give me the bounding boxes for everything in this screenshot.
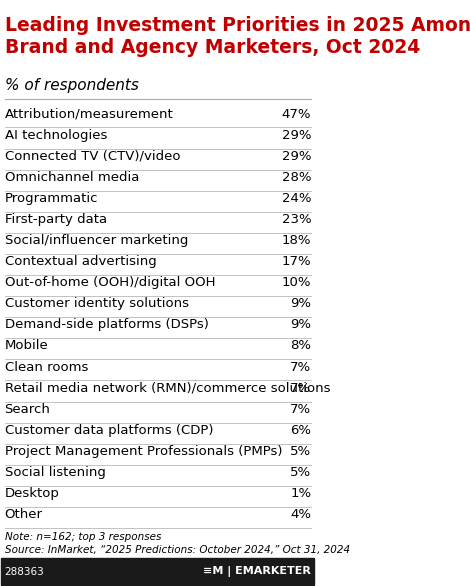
Text: 8%: 8% (290, 339, 311, 352)
Text: 7%: 7% (290, 360, 311, 373)
Text: 24%: 24% (282, 192, 311, 205)
Text: Connected TV (CTV)/video: Connected TV (CTV)/video (5, 149, 180, 163)
Text: 10%: 10% (282, 276, 311, 289)
Text: 7%: 7% (290, 381, 311, 394)
Text: Desktop: Desktop (5, 487, 59, 500)
Text: Project Management Professionals (PMPs): Project Management Professionals (PMPs) (5, 445, 282, 458)
Text: Contextual advertising: Contextual advertising (5, 255, 156, 268)
Text: 7%: 7% (290, 403, 311, 415)
Text: First-party data: First-party data (5, 213, 107, 226)
Text: % of respondents: % of respondents (5, 79, 138, 93)
Text: Retail media network (RMN)/commerce solutions: Retail media network (RMN)/commerce solu… (5, 381, 330, 394)
Text: Mobile: Mobile (5, 339, 48, 352)
Text: Social/influencer marketing: Social/influencer marketing (5, 234, 188, 247)
Text: 23%: 23% (282, 213, 311, 226)
Text: Demand-side platforms (DSPs): Demand-side platforms (DSPs) (5, 318, 208, 331)
Text: Clean rooms: Clean rooms (5, 360, 88, 373)
Text: 29%: 29% (282, 149, 311, 163)
Text: Other: Other (5, 508, 42, 521)
Text: Attribution/measurement: Attribution/measurement (5, 108, 173, 121)
Text: 6%: 6% (290, 424, 311, 437)
Text: 4%: 4% (290, 508, 311, 521)
Text: Social listening: Social listening (5, 466, 105, 479)
Text: 1%: 1% (290, 487, 311, 500)
Text: 5%: 5% (290, 445, 311, 458)
Text: 18%: 18% (282, 234, 311, 247)
Bar (1, 558, 314, 585)
Text: 288363: 288363 (5, 567, 44, 577)
Text: 9%: 9% (290, 297, 311, 310)
Text: Programmatic: Programmatic (5, 192, 98, 205)
Text: 29%: 29% (282, 128, 311, 142)
Text: AI technologies: AI technologies (5, 128, 107, 142)
Text: ≡M | EMARKETER: ≡M | EMARKETER (204, 566, 311, 577)
Text: 5%: 5% (290, 466, 311, 479)
Text: Note: n=162; top 3 responses
Source: InMarket, “2025 Predictions: October 2024,”: Note: n=162; top 3 responses Source: InM… (5, 532, 350, 556)
Text: 28%: 28% (282, 171, 311, 184)
Text: Omnichannel media: Omnichannel media (5, 171, 139, 184)
Text: Customer identity solutions: Customer identity solutions (5, 297, 188, 310)
Text: Out-of-home (OOH)/digital OOH: Out-of-home (OOH)/digital OOH (5, 276, 215, 289)
Text: 17%: 17% (282, 255, 311, 268)
Text: 47%: 47% (282, 108, 311, 121)
Text: Customer data platforms (CDP): Customer data platforms (CDP) (5, 424, 213, 437)
Text: Search: Search (5, 403, 50, 415)
Text: Leading Investment Priorities in 2025 Among US
Brand and Agency Marketers, Oct 2: Leading Investment Priorities in 2025 Am… (5, 16, 470, 57)
Text: 9%: 9% (290, 318, 311, 331)
